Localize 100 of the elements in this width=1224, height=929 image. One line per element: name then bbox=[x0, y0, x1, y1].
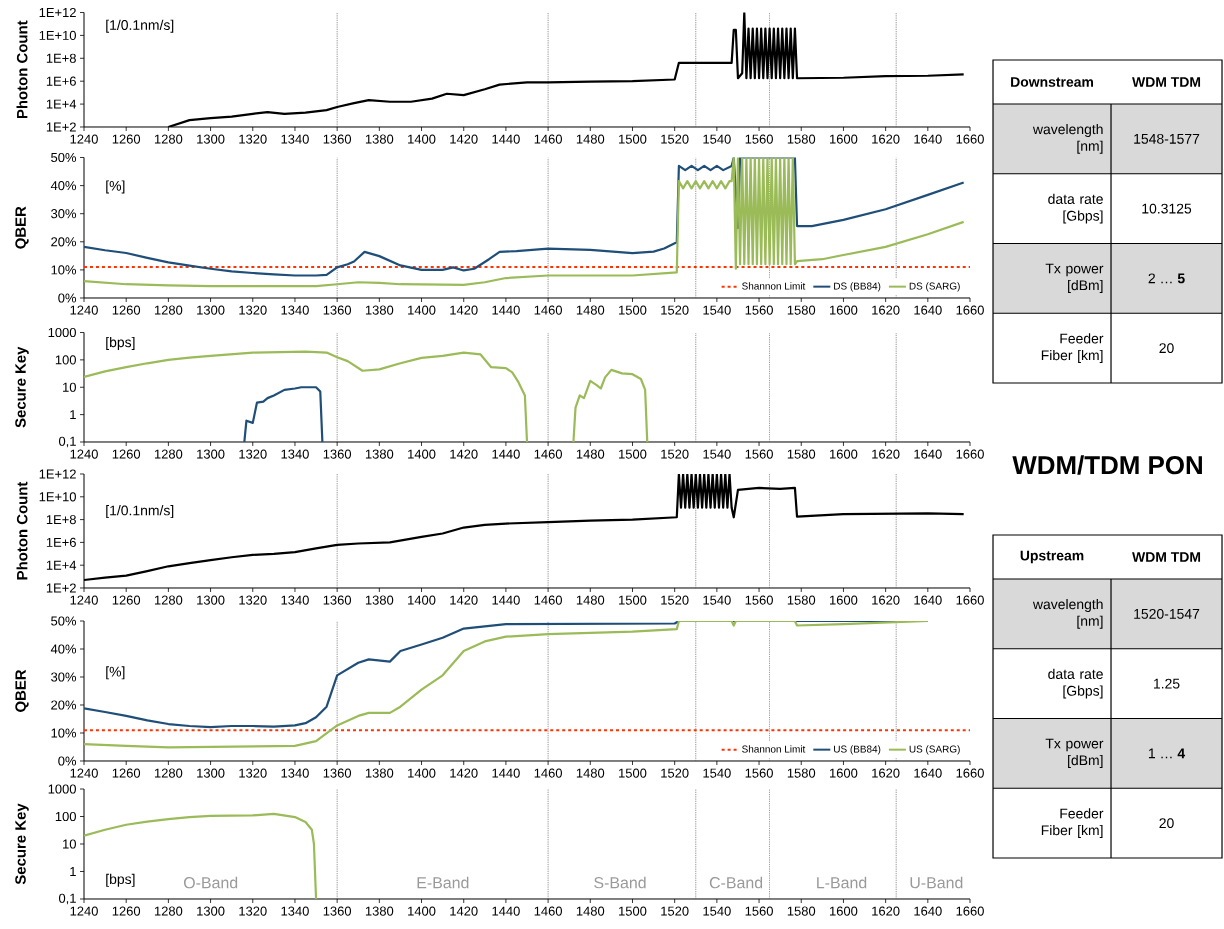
x-tick-label: 1540 bbox=[703, 595, 731, 605]
y-tick-label: 1E+4 bbox=[46, 560, 77, 570]
x-tick-label: 1580 bbox=[787, 906, 816, 916]
x-tick-label: 1500 bbox=[619, 305, 647, 315]
x-tick-label: 1560 bbox=[745, 305, 773, 315]
y-tick-label: 1 bbox=[70, 410, 76, 420]
x-tick-label: 1400 bbox=[408, 595, 436, 605]
y-tick-label: 1E+12 bbox=[39, 7, 76, 18]
x-tick-label: 1500 bbox=[619, 906, 647, 916]
text: Upstream bbox=[1020, 550, 1084, 564]
x-tick-label: 1300 bbox=[197, 134, 225, 144]
x-tick-label: 1260 bbox=[112, 305, 141, 315]
x-tick-label: 1280 bbox=[154, 906, 183, 916]
x-tick-label: 1360 bbox=[323, 134, 352, 144]
x-tick-label: 1360 bbox=[323, 449, 352, 459]
y-tick-label: 1000 bbox=[48, 327, 76, 338]
legend-label: Shannon Limit bbox=[742, 745, 806, 753]
annotation: [1/0.1nm/s] bbox=[106, 19, 174, 33]
x-tick-label: 1480 bbox=[576, 449, 605, 459]
x-tick-label: 1560 bbox=[745, 906, 773, 916]
x-tick-label: 1240 bbox=[70, 305, 98, 315]
x-tick-label: 1240 bbox=[70, 595, 98, 605]
x-tick-label: 1400 bbox=[408, 305, 436, 315]
x-tick-label: 1620 bbox=[872, 768, 900, 778]
x-tick-label: 1300 bbox=[197, 906, 225, 916]
x-tick-label: 1640 bbox=[914, 906, 942, 916]
text: 1520-1547 bbox=[1134, 608, 1200, 619]
x-tick-label: 1420 bbox=[450, 906, 478, 916]
x-tick-label: 1340 bbox=[281, 906, 309, 916]
x-tick-label: 1520 bbox=[661, 134, 689, 144]
annotation: S-Band bbox=[594, 876, 646, 889]
x-tick-label: 1660 bbox=[956, 768, 984, 778]
x-tick-label: 1440 bbox=[492, 134, 520, 144]
annotation: C-Band bbox=[709, 876, 763, 889]
y-tick-label: 1E+4 bbox=[46, 99, 77, 109]
y-tick-label: 1E+2 bbox=[46, 122, 76, 132]
y-tick-label: 1 bbox=[70, 867, 76, 876]
text: wavelength [nm] bbox=[1032, 599, 1103, 629]
y-tick-label: 100 bbox=[55, 355, 76, 365]
x-tick-label: 1260 bbox=[112, 595, 141, 605]
x-tick-label: 1380 bbox=[365, 906, 394, 916]
y-tick-label: 50% bbox=[51, 152, 77, 163]
x-tick-label: 1340 bbox=[281, 768, 309, 778]
annotation: [1/0.1nm/s] bbox=[106, 505, 174, 519]
x-tick-label: 1340 bbox=[281, 134, 309, 144]
y-tick-label: 0,1 bbox=[58, 436, 76, 448]
x-tick-label: 1600 bbox=[830, 768, 858, 778]
x-tick-label: 1240 bbox=[70, 449, 98, 459]
text: Tx power [dBm] bbox=[1045, 738, 1104, 768]
x-tick-label: 1300 bbox=[197, 305, 225, 315]
y-tick-label: 1E+6 bbox=[46, 76, 76, 86]
x-tick-label: 1240 bbox=[70, 768, 98, 778]
x-tick-label: 1580 bbox=[787, 768, 816, 778]
text: 1548-1577 bbox=[1134, 133, 1200, 144]
y-tick-label: 30% bbox=[51, 209, 77, 219]
x-tick-label: 1320 bbox=[239, 906, 267, 916]
x-tick-label: 1260 bbox=[112, 134, 141, 144]
x-tick-label: 1640 bbox=[914, 768, 942, 778]
y-tick-label: 1E+2 bbox=[46, 583, 76, 593]
x-tick-label: 1400 bbox=[408, 449, 436, 459]
text: data rate [Gbps] bbox=[1048, 668, 1103, 699]
y-tick-label: 10 bbox=[63, 382, 76, 392]
y-tick-label: 40% bbox=[50, 181, 77, 191]
text: WDM TDM bbox=[1132, 552, 1201, 562]
x-tick-label: 1440 bbox=[492, 305, 520, 315]
x-tick-label: 1320 bbox=[239, 134, 267, 144]
x-tick-label: 1600 bbox=[830, 305, 858, 315]
x-tick-label: 1580 bbox=[787, 305, 816, 315]
x-tick-label: 1520 bbox=[661, 305, 689, 315]
text: Feeder Fiber [km] bbox=[1041, 808, 1104, 838]
x-tick-label: 1500 bbox=[619, 449, 647, 459]
x-tick-label: 1320 bbox=[239, 449, 267, 459]
x-tick-label: 1620 bbox=[872, 305, 900, 315]
x-tick-label: 1280 bbox=[154, 134, 183, 144]
text: WDM/TDM PON bbox=[1012, 455, 1202, 475]
x-tick-label: 1520 bbox=[661, 906, 689, 916]
x-tick-label: 1660 bbox=[956, 134, 984, 144]
x-tick-label: 1300 bbox=[197, 449, 225, 459]
y-tick-label: 30% bbox=[51, 672, 77, 682]
annotation: [%] bbox=[106, 180, 125, 194]
y-tick-label: 10% bbox=[51, 728, 77, 738]
x-tick-label: 1380 bbox=[365, 134, 394, 144]
legend-label: DS (SARG) bbox=[909, 282, 960, 292]
x-tick-label: 1260 bbox=[112, 449, 141, 459]
annotation: O-Band bbox=[183, 876, 238, 889]
y-tick-label: 100 bbox=[55, 811, 76, 822]
y-tick-label: 20% bbox=[51, 700, 77, 710]
x-tick-label: 1520 bbox=[661, 595, 689, 605]
x-tick-label: 1660 bbox=[956, 305, 984, 315]
x-tick-label: 1540 bbox=[703, 768, 731, 778]
x-tick-label: 1260 bbox=[112, 906, 141, 916]
annotation: [bps] bbox=[106, 873, 135, 887]
y-tick-label: 1E+8 bbox=[46, 53, 76, 63]
text: WDM TDM bbox=[1132, 77, 1201, 87]
y-axis-title: Secure Key bbox=[15, 803, 29, 885]
annotation: L-Band bbox=[817, 876, 867, 889]
x-tick-label: 1440 bbox=[492, 449, 520, 459]
x-tick-label: 1660 bbox=[956, 449, 984, 459]
x-tick-label: 1420 bbox=[450, 134, 478, 144]
x-tick-label: 1300 bbox=[197, 595, 225, 605]
